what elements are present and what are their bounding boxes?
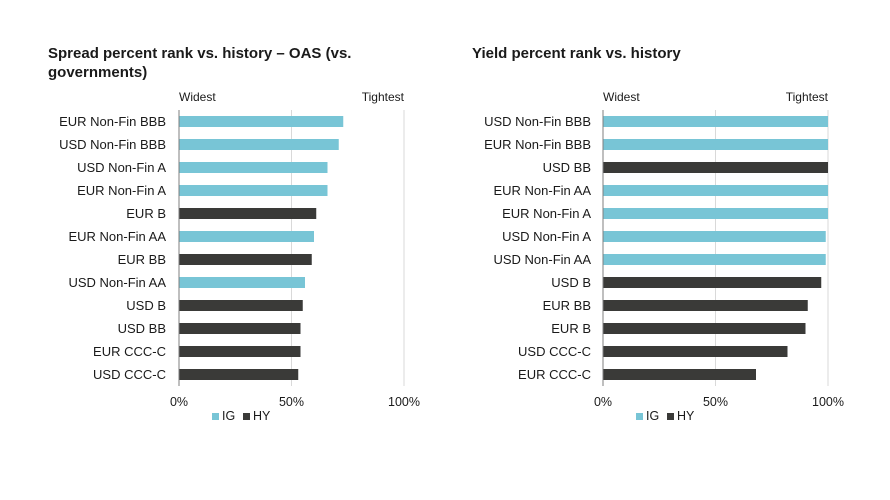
bar-hy	[179, 208, 317, 219]
x-tick-label: 0%	[594, 395, 612, 409]
category-label: EUR Non-Fin A	[502, 206, 591, 221]
legend-swatch-hy	[667, 413, 674, 420]
tightest-label: Tightest	[362, 90, 405, 104]
category-label: USD Non-Fin AA	[493, 252, 591, 267]
bar-ig	[603, 185, 828, 196]
category-label: USD Non-Fin BBB	[59, 137, 166, 152]
category-label: EUR Non-Fin BBB	[59, 114, 166, 129]
bar-ig	[179, 162, 328, 173]
tightest-label: Tightest	[786, 90, 829, 104]
category-label: EUR B	[126, 206, 166, 221]
bar-hy	[179, 254, 312, 265]
legend-label: IG	[646, 409, 659, 423]
bar-hy	[603, 323, 806, 334]
bar-hy	[603, 369, 756, 380]
category-label: EUR Non-Fin AA	[493, 183, 591, 198]
bar-ig	[179, 185, 328, 196]
category-label: EUR B	[551, 321, 591, 336]
bar-hy	[179, 323, 301, 334]
x-tick-label: 50%	[703, 395, 728, 409]
legend-label: IG	[222, 409, 235, 423]
spread-rank-chart: Widest Tightest EUR Non-Fin BBB USD Non-Fin…	[59, 90, 420, 423]
bar-hy	[179, 346, 301, 357]
legend-swatch-ig	[636, 413, 643, 420]
bar-ig	[603, 231, 826, 242]
spread-rank-panel: Spread percent rank vs. history – OAS (v…	[48, 45, 420, 423]
bar-hy	[603, 277, 822, 288]
bar-ig	[603, 139, 828, 150]
legend-label: HY	[253, 409, 271, 423]
bar-hy	[603, 346, 788, 357]
category-label: USD CCC-C	[93, 367, 166, 382]
category-label: USD B	[551, 275, 591, 290]
category-label: USD Non-Fin BBB	[484, 114, 591, 129]
bar-ig	[603, 208, 828, 219]
chart-title: Yield percent rank vs. history	[472, 45, 681, 62]
bar-hy	[179, 369, 299, 380]
category-label: EUR Non-Fin AA	[68, 229, 166, 244]
category-label: USD BB	[543, 160, 591, 175]
x-tick-label: 100%	[388, 395, 420, 409]
yield-rank-panel: Yield percent rank vs. history Widest Tig…	[445, 0, 890, 500]
bar-ig	[179, 139, 339, 150]
bar-ig	[603, 254, 826, 265]
widest-label: Widest	[179, 90, 216, 104]
category-label: EUR CCC-C	[518, 367, 591, 382]
chart-title: Spread percent rank vs. history – OAS (v…	[48, 45, 352, 81]
yield-rank-chart: Widest Tightest USD Non-Fin BBB EUR Non-Fin…	[484, 90, 844, 423]
bar-ig	[179, 277, 305, 288]
category-label: USD Non-Fin A	[77, 160, 166, 175]
category-label: EUR Non-Fin BBB	[484, 137, 591, 152]
x-tick-label: 0%	[170, 395, 188, 409]
legend-swatch-ig	[212, 413, 219, 420]
category-label: EUR CCC-C	[93, 344, 166, 359]
category-label: EUR BB	[118, 252, 166, 267]
category-label: EUR Non-Fin A	[77, 183, 166, 198]
category-label: USD BB	[118, 321, 166, 336]
bar-ig	[179, 116, 344, 127]
category-label: USD B	[126, 298, 166, 313]
category-label: EUR BB	[543, 298, 591, 313]
widest-label: Widest	[603, 90, 640, 104]
legend-swatch-hy	[243, 413, 250, 420]
bar-hy	[603, 300, 808, 311]
bar-hy	[603, 162, 828, 173]
bar-ig	[179, 231, 314, 242]
category-label: USD Non-Fin A	[502, 229, 591, 244]
bar-ig	[603, 116, 828, 127]
x-tick-label: 50%	[279, 395, 304, 409]
legend-label: HY	[677, 409, 695, 423]
category-label: USD Non-Fin AA	[68, 275, 166, 290]
category-label: USD CCC-C	[518, 344, 591, 359]
x-tick-label: 100%	[812, 395, 844, 409]
bar-hy	[179, 300, 303, 311]
